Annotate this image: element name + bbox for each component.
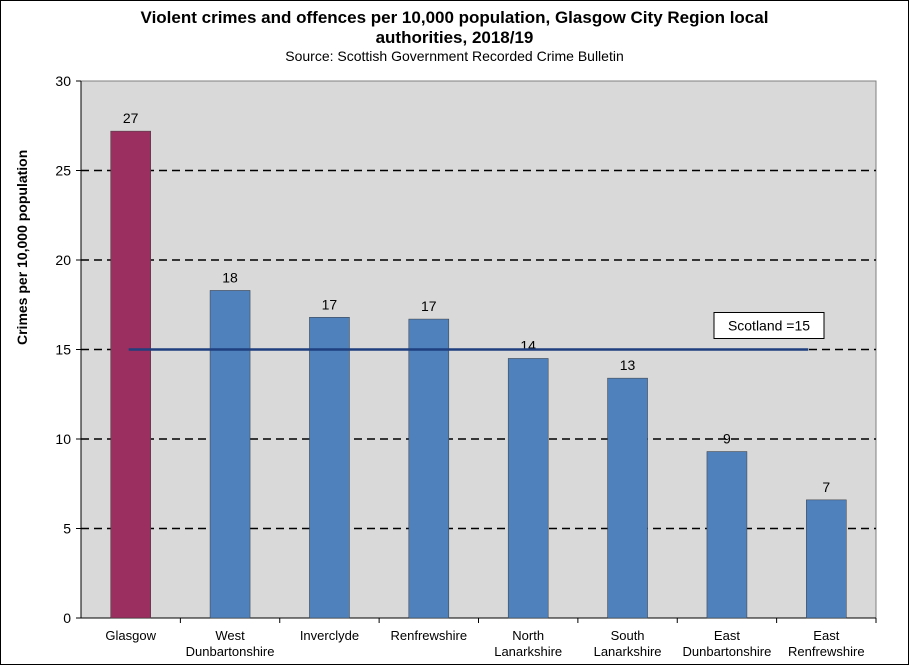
bar	[806, 499, 847, 619]
chart-title-line-1: Violent crimes and offences per 10,000 p…	[140, 8, 769, 27]
x-tick-label: West Dunbartonshire	[186, 628, 275, 659]
y-tick-label: 15	[55, 342, 71, 358]
x-tick-label-line: Dunbartonshire	[682, 644, 771, 659]
x-tick-label-line: East	[813, 628, 839, 643]
data-label: 18	[222, 269, 238, 285]
x-tick-label: North Lanarkshire	[494, 628, 562, 659]
y-tick-label: 30	[55, 73, 71, 89]
x-tick-label-line: East	[714, 628, 740, 643]
x-tick-label-line: Lanarkshire	[494, 644, 562, 659]
x-tick-label-line: Lanarkshire	[594, 644, 662, 659]
y-tick-label: 0	[63, 610, 71, 626]
bar	[309, 317, 350, 619]
y-tick-label: 20	[55, 252, 71, 268]
data-label: 17	[322, 296, 338, 312]
x-tick-label-line: West	[215, 628, 245, 643]
chart-title-line-2: authorities, 2018/19	[375, 28, 534, 47]
x-tick-label-line: Inverclyde	[300, 628, 359, 643]
x-tick-label-line: South	[611, 628, 645, 643]
bar	[706, 451, 748, 619]
data-label: 17	[421, 298, 437, 314]
bar	[507, 358, 549, 619]
x-tick-label: East Renfrewshire	[788, 628, 865, 659]
bar	[110, 130, 151, 619]
x-tick-label-line: Glasgow	[105, 628, 156, 643]
data-label: 9	[723, 431, 731, 447]
data-label: 7	[822, 479, 830, 495]
chart-title-block: Violent crimes and offences per 10,000 p…	[0, 8, 909, 65]
bar	[408, 318, 450, 619]
data-label: 13	[620, 357, 636, 373]
bar	[607, 377, 648, 619]
data-label: 27	[123, 110, 139, 126]
y-tick-label: 25	[55, 163, 71, 179]
x-tick-label: Glasgow	[105, 628, 156, 643]
x-tick-label: Inverclyde	[300, 628, 359, 643]
x-tick-label: South Lanarkshire	[594, 628, 662, 659]
x-tick-label-line: North	[512, 628, 544, 643]
bar	[209, 290, 251, 619]
x-tick-label-line: Dunbartonshire	[186, 644, 275, 659]
chart-subtitle: Source: Scottish Government Recorded Cri…	[285, 48, 624, 64]
x-tick-label: Renfrewshire	[391, 628, 468, 643]
y-tick-label: 5	[63, 521, 71, 537]
x-tick-label-line: Renfrewshire	[391, 628, 468, 643]
reference-label-box	[713, 312, 825, 339]
y-tick-label: 10	[55, 431, 71, 447]
reference-label: Scotland =15	[728, 318, 810, 334]
data-label: 14	[520, 337, 536, 353]
x-tick-label: East Dunbartonshire	[682, 628, 771, 659]
x-tick-label-line: Renfrewshire	[788, 644, 865, 659]
